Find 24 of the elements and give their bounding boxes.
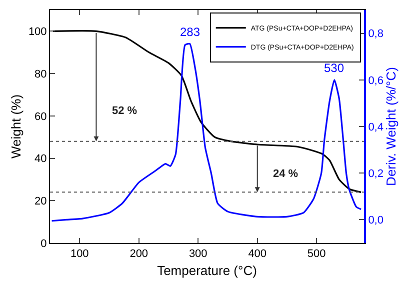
line-series (50, 42, 362, 222)
y-tick-label: 80 (34, 68, 47, 80)
y2-tick-label: 0,6 (368, 74, 384, 87)
y2-tick-label: 0,0 (368, 214, 384, 227)
y-tick-label: 100 (28, 26, 47, 38)
annotation: 24 % (273, 168, 298, 180)
x-tick-label: 400 (248, 248, 267, 260)
annotation: 283 (180, 25, 200, 39)
y-tick-label: 20 (34, 195, 47, 208)
y2-tick-label: 0,4 (368, 121, 384, 134)
x-tick-label: 500 (307, 248, 326, 260)
y2-tick-label: 0,8 (368, 28, 384, 40)
y2-axis-title: Deriv. Weight (%/°C) (384, 67, 399, 186)
y-axis-title: Weight (%) (8, 94, 24, 159)
x-tick-label: 300 (188, 248, 208, 260)
y2-tick-label: 0,2 (368, 168, 384, 180)
annotation: 52 % (112, 105, 138, 117)
x-tick-label: 200 (130, 248, 148, 260)
y-tick-label: 0 (40, 238, 47, 250)
annotation: 530 (324, 61, 344, 75)
x-tick-label: 100 (70, 248, 89, 260)
x-axis-title: Temperature (°C) (157, 262, 257, 278)
y-tick-label: 60 (34, 110, 47, 123)
y-tick-label: 40 (34, 153, 47, 166)
